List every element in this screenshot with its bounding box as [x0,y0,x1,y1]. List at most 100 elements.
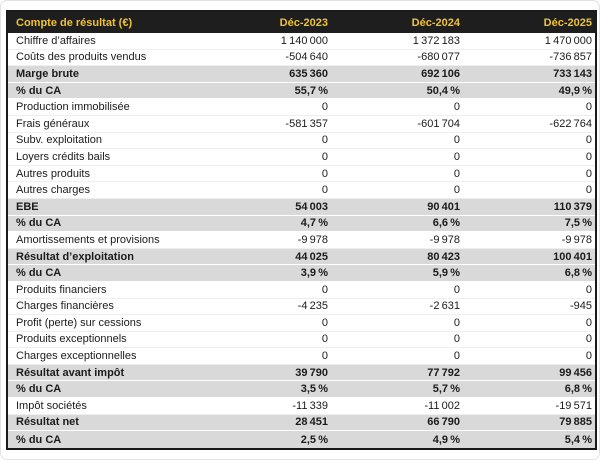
table-row: Coûts des produits vendus -504 640 -680 … [8,49,595,67]
table-row: Marge brute 635 360 692 106 733 143 [8,66,595,83]
row-value-dec-2024: 6,6 % [432,217,460,230]
row-value-dec-2025: 6,8 % [564,267,592,280]
row-value-dec-2025: 5,4 % [564,433,592,446]
row-value-dec-2025: 0 [585,184,592,197]
table-row: Profit (perte) sur cessions 0 0 0 [8,315,595,332]
table-row: Produits exceptionnels 0 0 0 [8,331,595,349]
row-value-dec-2025: -9 978 [561,233,592,246]
row-value-dec-2023: 2,5 % [300,433,328,446]
row-value-dec-2024: 0 [453,167,460,180]
row-value-dec-2024: 66 790 [427,416,460,429]
row-value-dec-2023: 55,7 % [294,84,328,97]
row-label: Autres produits [16,167,90,180]
row-value-dec-2025: 110 379 [553,200,592,213]
row-value-dec-2024: 0 [453,184,460,197]
row-value-dec-2025: 733 143 [553,67,592,80]
row-label: Chiffre d’affaires [16,34,96,47]
row-value-dec-2023: 0 [321,283,328,296]
row-value-dec-2023: -581 357 [285,117,328,130]
table-row: % du CA 3,9 % 5,9 % 6,8 % [8,265,595,282]
row-value-dec-2023: -4 235 [297,300,328,313]
table-row: Chiffre d’affaires 1 140 000 1 372 183 1… [8,33,595,50]
table-row: Résultat avant impôt 39 790 77 792 99 45… [8,364,595,382]
row-label: Impôt sociétés [16,399,87,412]
table-row: % du CA 2,5 % 4,9 % 5,4 % [8,431,595,448]
table-row: Autres charges 0 0 0 [8,182,595,199]
row-value-dec-2023: 3,5 % [300,383,328,396]
row-value-dec-2024: -2 631 [429,300,460,313]
column-header-dec-2024: Déc-2024 [411,16,460,29]
row-label: Subv. exploitation [16,134,103,147]
row-value-dec-2025: 1 470 000 [544,34,592,47]
row-label: Production immobilisée [16,101,130,114]
row-label: Profit (perte) sur cessions [16,316,142,329]
row-label: % du CA [16,217,62,230]
row-value-dec-2024: 0 [453,150,460,163]
row-value-dec-2025: 100 401 [553,250,592,263]
table-body: Chiffre d’affaires 1 140 000 1 372 183 1… [8,33,595,448]
row-value-dec-2023: 28 451 [295,416,328,429]
row-label: Autres charges [16,184,90,197]
row-label: % du CA [16,84,62,97]
row-value-dec-2024: 0 [453,283,460,296]
table-row: EBE 54 003 90 401 110 379 [8,198,595,216]
row-label: Résultat net [16,416,79,429]
table-row: % du CA 4,7 % 6,6 % 7,5 % [8,215,595,233]
table-header-row: Compte de résultat (€) Déc-2023 Déc-2024… [8,12,595,33]
row-value-dec-2024: 0 [453,316,460,329]
row-label: Résultat d’exploitation [16,250,134,263]
row-value-dec-2023: 0 [321,184,328,197]
row-label: Charges exceptionnelles [16,350,137,363]
row-value-dec-2025: -19 571 [555,399,592,412]
row-value-dec-2025: 79 885 [559,416,592,429]
row-label: Coûts des produits vendus [16,51,147,64]
row-value-dec-2023: 635 360 [289,67,328,80]
row-value-dec-2024: 1 372 183 [412,34,460,47]
row-value-dec-2024: -11 002 [424,399,460,412]
row-label: Marge brute [16,67,79,80]
table-row: Charges financières -4 235 -2 631 -945 [8,298,595,316]
row-value-dec-2025: -945 [569,300,592,313]
row-value-dec-2024: 0 [453,350,460,363]
row-value-dec-2023: 0 [321,316,328,329]
row-label: EBE [16,200,39,213]
row-value-dec-2024: 0 [453,333,460,346]
income-statement-table: Compte de résultat (€) Déc-2023 Déc-2024… [6,10,597,450]
row-value-dec-2025: 49,9 % [558,84,592,97]
row-value-dec-2024: 0 [453,134,460,147]
row-label: Loyers crédits bails [16,150,111,163]
table-row: Amortissements et provisions -9 978 -9 9… [8,232,595,249]
row-value-dec-2024: 77 792 [427,366,460,379]
row-value-dec-2023: 0 [321,134,328,147]
row-label: Amortissements et provisions [16,233,160,246]
row-value-dec-2023: 4,7 % [300,217,328,230]
row-value-dec-2023: 1 140 000 [280,34,328,47]
row-label: Produits financiers [16,283,107,296]
row-value-dec-2023: 0 [321,101,328,114]
table-row: Impôt sociétés -11 339 -11 002 -19 571 [8,398,595,415]
row-value-dec-2023: 3,9 % [300,267,328,280]
row-value-dec-2025: 0 [585,167,592,180]
row-value-dec-2025: 0 [585,350,592,363]
row-value-dec-2024: 90 401 [427,200,460,213]
table-row: Production immobilisée 0 0 0 [8,99,595,116]
row-value-dec-2024: 80 423 [427,250,460,263]
row-value-dec-2025: 0 [585,283,592,296]
row-label: Frais généraux [16,117,90,130]
row-value-dec-2024: -9 978 [429,233,460,246]
row-value-dec-2024: 50,4 % [426,84,460,97]
row-value-dec-2024: 0 [453,101,460,114]
row-value-dec-2024: -601 704 [417,117,460,130]
row-value-dec-2025: -736 857 [549,51,592,64]
row-value-dec-2025: -622 764 [549,117,592,130]
row-value-dec-2023: -11 339 [292,399,328,412]
row-value-dec-2025: 0 [585,333,592,346]
row-value-dec-2023: -504 640 [285,51,328,64]
row-value-dec-2025: 99 456 [559,366,592,379]
table-title: Compte de résultat (€) [16,16,133,29]
row-value-dec-2025: 0 [585,134,592,147]
row-label: % du CA [16,267,62,280]
row-label: % du CA [16,433,62,446]
row-value-dec-2023: 0 [321,350,328,363]
row-value-dec-2023: 44 025 [295,250,328,263]
